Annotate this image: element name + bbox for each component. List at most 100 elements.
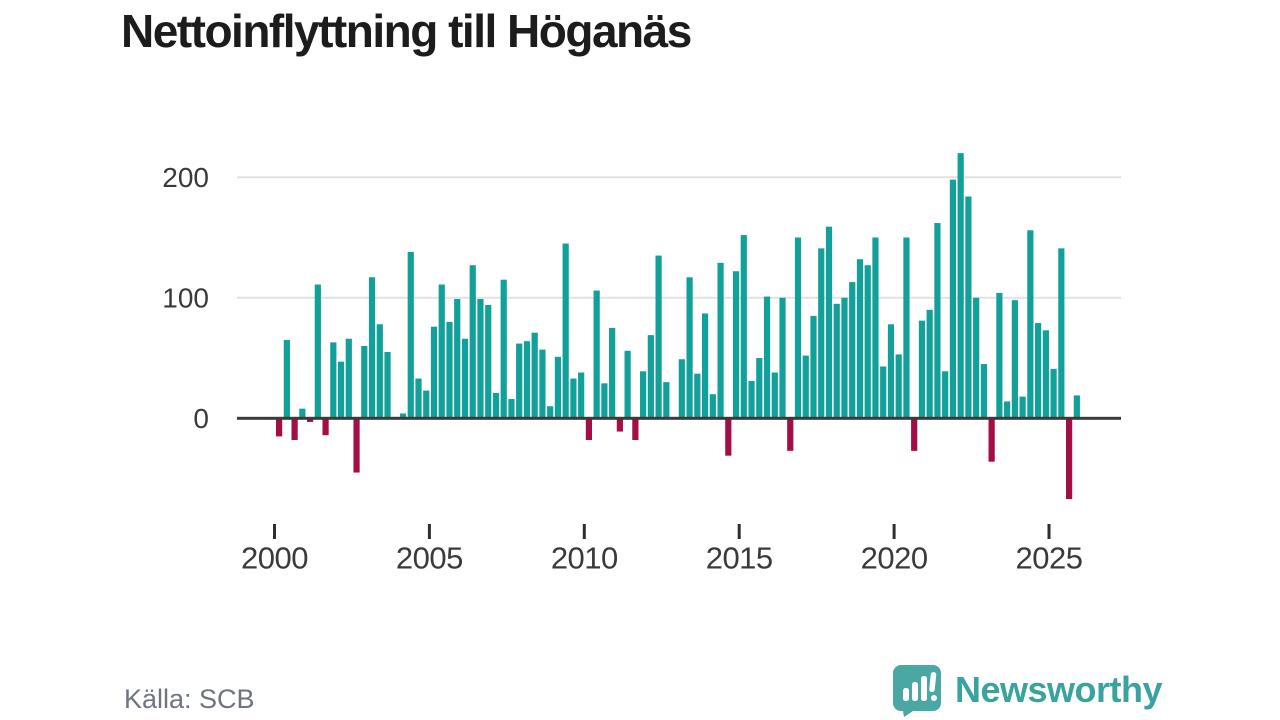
- bar-2013q4: [701, 313, 709, 419]
- bar-2000q3: [291, 418, 298, 440]
- mini-bar-2: [911, 682, 918, 701]
- bar-2017q2: [810, 315, 817, 419]
- bar-2014q3: [725, 418, 732, 456]
- bar-2013q2: [686, 277, 693, 419]
- y-axis-label-0: 0: [193, 403, 209, 434]
- bar-2007q2: [500, 279, 507, 419]
- bar-2006q4: [485, 305, 492, 419]
- bar-2016q2: [779, 297, 786, 419]
- zero-axis-line: [237, 416, 1121, 420]
- bar-2025q4: [1073, 395, 1080, 419]
- y-axis-label-100: 100: [162, 283, 209, 314]
- bar-2024q4: [1042, 330, 1049, 419]
- bar-2023q4: [1011, 300, 1018, 419]
- bar-2006q2: [469, 265, 476, 419]
- bar-2004q3: [415, 378, 422, 419]
- bar-2001q2: [314, 284, 321, 419]
- brand-name: Newsworthy: [954, 669, 1163, 710]
- bar-2010q3: [601, 383, 608, 419]
- bar-2022q3: [973, 297, 980, 419]
- bar-2005q3: [446, 321, 453, 419]
- bar-2005q2: [438, 284, 445, 419]
- bar-2001q1: [306, 418, 314, 422]
- bar-2025q1: [1050, 368, 1057, 419]
- bar-2021q1: [926, 309, 933, 419]
- bar-2004q2: [407, 251, 414, 419]
- bar-2000q1: [276, 418, 283, 437]
- bar-2023q1: [988, 418, 995, 462]
- bar-2013q3: [694, 373, 701, 419]
- x-axis-label-2015: 2015: [706, 540, 773, 575]
- bar-2014q1: [709, 394, 716, 419]
- bar-2012q2: [655, 255, 662, 419]
- bar-2019q1: [864, 265, 871, 419]
- bar-2025q2: [1058, 248, 1065, 419]
- exclamation-dot: [930, 695, 937, 701]
- bar-2014q4: [732, 271, 740, 419]
- bar-2018q2: [841, 297, 848, 419]
- x-axis-label-2020: 2020: [861, 540, 928, 575]
- bar-2022q1: [957, 153, 964, 419]
- x-axis-label-2010: 2010: [551, 540, 618, 575]
- bar-2008q4: [547, 406, 554, 419]
- bar-2015q2: [748, 380, 755, 419]
- bar-2013q1: [678, 359, 685, 419]
- bar-2020q2: [903, 237, 910, 419]
- bar-2002q4: [361, 345, 368, 419]
- bar-2020q3: [911, 418, 918, 451]
- bar-2007q4: [516, 343, 523, 419]
- bar-2009q3: [570, 378, 577, 419]
- bar-2009q4: [578, 372, 585, 419]
- bar-2019q4: [887, 324, 895, 419]
- bar-2009q2: [562, 243, 569, 419]
- bar-2002q3: [353, 418, 360, 473]
- bar-2003q3: [384, 352, 391, 419]
- x-axis-label-2000: 2000: [241, 540, 308, 575]
- exclamation-bar: [929, 672, 937, 693]
- bar-2010q1: [585, 418, 592, 440]
- brand-footer: Newsworthy: [891, 663, 1163, 717]
- bar-2015q3: [756, 358, 763, 419]
- bar-2001q4: [330, 342, 337, 419]
- bar-2009q1: [554, 356, 562, 419]
- bar-2018q1: [833, 303, 840, 419]
- bar-2016q1: [771, 372, 778, 419]
- bar-2011q1: [616, 418, 623, 432]
- mini-bar-1: [902, 688, 909, 701]
- bar-2018q3: [849, 282, 856, 419]
- bar-2004q1: [399, 413, 407, 419]
- bar-2001q3: [322, 418, 329, 436]
- bar-2008q1: [523, 341, 531, 419]
- bar-2007q3: [508, 399, 515, 419]
- bar-2002q1: [337, 361, 345, 419]
- bar-2002q2: [345, 338, 352, 419]
- speech-bubble-bar-chart-icon: [892, 665, 941, 717]
- bar-2011q2: [624, 350, 631, 419]
- bar-2005q1: [430, 326, 438, 419]
- bar-2011q3: [632, 418, 639, 440]
- source-note: Källa: SCB: [124, 684, 255, 714]
- bar-2006q3: [477, 298, 484, 419]
- bar-2010q2: [593, 290, 600, 419]
- bar-2021q2: [934, 223, 941, 419]
- chart-title: Nettoinflyttning till Höganäs: [121, 5, 692, 57]
- bar-2008q3: [539, 349, 546, 419]
- bar-2006q1: [461, 338, 469, 419]
- bar-2000q4: [299, 408, 306, 419]
- bar-2008q2: [531, 332, 538, 419]
- x-axis-label-2025: 2025: [1016, 540, 1083, 575]
- bar-2023q3: [1004, 401, 1011, 419]
- bar-2014q2: [717, 262, 724, 419]
- x-axis-label-2005: 2005: [396, 540, 463, 575]
- bar-2024q1: [1019, 396, 1026, 419]
- bar-2017q3: [818, 248, 825, 419]
- bar-2003q1: [368, 277, 376, 419]
- bar-2025q3: [1065, 418, 1073, 500]
- bar-2024q3: [1035, 323, 1042, 419]
- bar-2022q4: [980, 364, 987, 419]
- bar-2012q1: [647, 335, 654, 419]
- bar-2017q4: [825, 226, 833, 419]
- bar-2015q4: [763, 296, 771, 419]
- bar-2022q2: [965, 196, 972, 419]
